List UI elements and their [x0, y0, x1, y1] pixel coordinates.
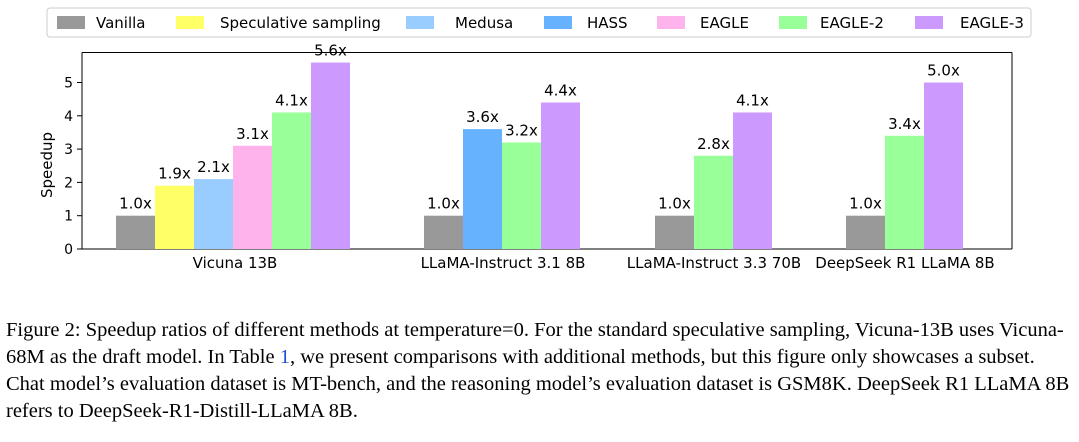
bar-vicuna-13b-eagle	[233, 145, 272, 249]
caption-text-part1: Figure 2: Speedup ratios of different me…	[6, 319, 1064, 368]
data-labels: 1.0x 1.9x 2.1x 3.1x 4.1x 5.6x 1.0x 3.6x 3.2x 4.4x…	[119, 42, 960, 213]
legend-label-vanilla: Vanilla	[96, 14, 146, 32]
y-tick-label: 0	[64, 242, 73, 258]
data-label-vicuna-13b-eagle: 3.1x	[236, 125, 269, 143]
bar-llama-instruct-3-3-70b-vanilla	[655, 215, 694, 249]
legend-label-hass: HASS	[587, 14, 628, 32]
data-label-deepseek-r1-llama-8b-eagle-2: 3.4x	[888, 115, 921, 133]
legend-frame	[46, 7, 1032, 38]
data-label-deepseek-r1-llama-8b-eagle-3: 5.0x	[927, 62, 960, 80]
bar-vicuna-13b-speculative-sampling	[155, 185, 194, 249]
legend-label-eagle-3: EAGLE-3	[960, 14, 1024, 32]
data-label-vicuna-13b-medusa: 2.1x	[197, 158, 230, 176]
table-reference-link[interactable]: 1	[279, 346, 290, 368]
bar-deepseek-r1-llama-8b-eagle-2	[885, 135, 924, 249]
bar-llama-instruct-3-1-8b-eagle-3	[541, 102, 580, 249]
legend-swatch-eagle-2	[779, 16, 807, 29]
bar-vicuna-13b-medusa	[194, 179, 233, 249]
data-label-llama-instruct-3-3-70b-eagle-2: 2.8x	[697, 135, 730, 153]
data-label-vicuna-13b-eagle-3: 5.6x	[314, 42, 347, 60]
data-label-llama-instruct-3-1-8b-eagle-2: 3.2x	[505, 121, 538, 139]
y-tick-label: 3	[64, 142, 73, 158]
data-label-llama-instruct-3-1-8b-eagle-3: 4.4x	[544, 81, 577, 99]
bar-llama-instruct-3-3-70b-eagle-3	[733, 112, 772, 249]
legend-swatch-medusa	[406, 16, 434, 29]
speedup-chart: Vanilla Speculative sampling Medusa HASS EAG…	[38, 7, 1032, 272]
data-label-llama-instruct-3-1-8b-vanilla: 1.0x	[427, 195, 460, 213]
data-label-vicuna-13b-eagle-2: 4.1x	[275, 91, 308, 109]
bar-vicuna-13b-eagle-3	[311, 62, 350, 249]
bar-llama-instruct-3-3-70b-eagle-2	[694, 155, 733, 249]
bar-vicuna-13b-vanilla	[116, 215, 155, 249]
x-tick-label-llama-instruct-3-1-8b: LLaMA-Instruct 3.1 8B	[421, 254, 586, 272]
bar-deepseek-r1-llama-8b-vanilla	[846, 215, 885, 249]
legend-swatch-eagle-3	[915, 16, 943, 29]
y-axis-label: Speedup	[38, 132, 56, 198]
bar-deepseek-r1-llama-8b-eagle-3	[924, 82, 963, 249]
x-tick-labels: Vicuna 13B LLaMA-Instruct 3.1 8B LLaMA-Ins…	[193, 254, 995, 272]
bar-llama-instruct-3-1-8b-vanilla	[424, 215, 463, 249]
data-label-deepseek-r1-llama-8b-vanilla: 1.0x	[849, 195, 882, 213]
legend-swatch-vanilla	[57, 16, 85, 29]
x-tick-label-llama-instruct-3-3-70b: LLaMA-Instruct 3.3 70B	[627, 254, 801, 272]
figure-caption: Figure 2: Speedup ratios of different me…	[6, 317, 1074, 425]
y-tick-label: 5	[64, 76, 73, 92]
bars	[116, 62, 963, 249]
bar-llama-instruct-3-1-8b-eagle-2	[502, 142, 541, 249]
data-label-llama-instruct-3-3-70b-vanilla: 1.0x	[658, 195, 691, 213]
caption-text-part2: , we present comparisons with additional…	[6, 346, 1070, 422]
legend-label-eagle-2: EAGLE-2	[820, 14, 884, 32]
data-label-vicuna-13b-vanilla: 1.0x	[119, 195, 152, 213]
x-tick-label-deepseek-r1-llama-8b: DeepSeek R1 LLaMA 8B	[815, 254, 994, 272]
legend-swatch-eagle	[657, 16, 685, 29]
bar-llama-instruct-3-1-8b-hass	[463, 129, 502, 249]
legend: Vanilla Speculative sampling Medusa HASS EAG…	[46, 7, 1032, 38]
data-label-llama-instruct-3-1-8b-hass: 3.6x	[466, 108, 499, 126]
y-tick-label: 4	[64, 109, 73, 125]
legend-swatch-speculative-sampling	[176, 16, 204, 29]
legend-label-eagle: EAGLE	[700, 14, 749, 32]
data-label-llama-instruct-3-3-70b-eagle-3: 4.1x	[736, 91, 769, 109]
bar-vicuna-13b-eagle-2	[272, 112, 311, 249]
y-tick-label: 1	[64, 209, 73, 225]
data-label-vicuna-13b-speculative-sampling: 1.9x	[158, 165, 191, 183]
x-tick-label-vicuna-13b: Vicuna 13B	[193, 254, 278, 272]
y-tick-label: 2	[64, 175, 73, 191]
legend-label-medusa: Medusa	[455, 14, 513, 32]
legend-label-speculative-sampling: Speculative sampling	[220, 14, 381, 32]
legend-swatch-hass	[544, 16, 572, 29]
